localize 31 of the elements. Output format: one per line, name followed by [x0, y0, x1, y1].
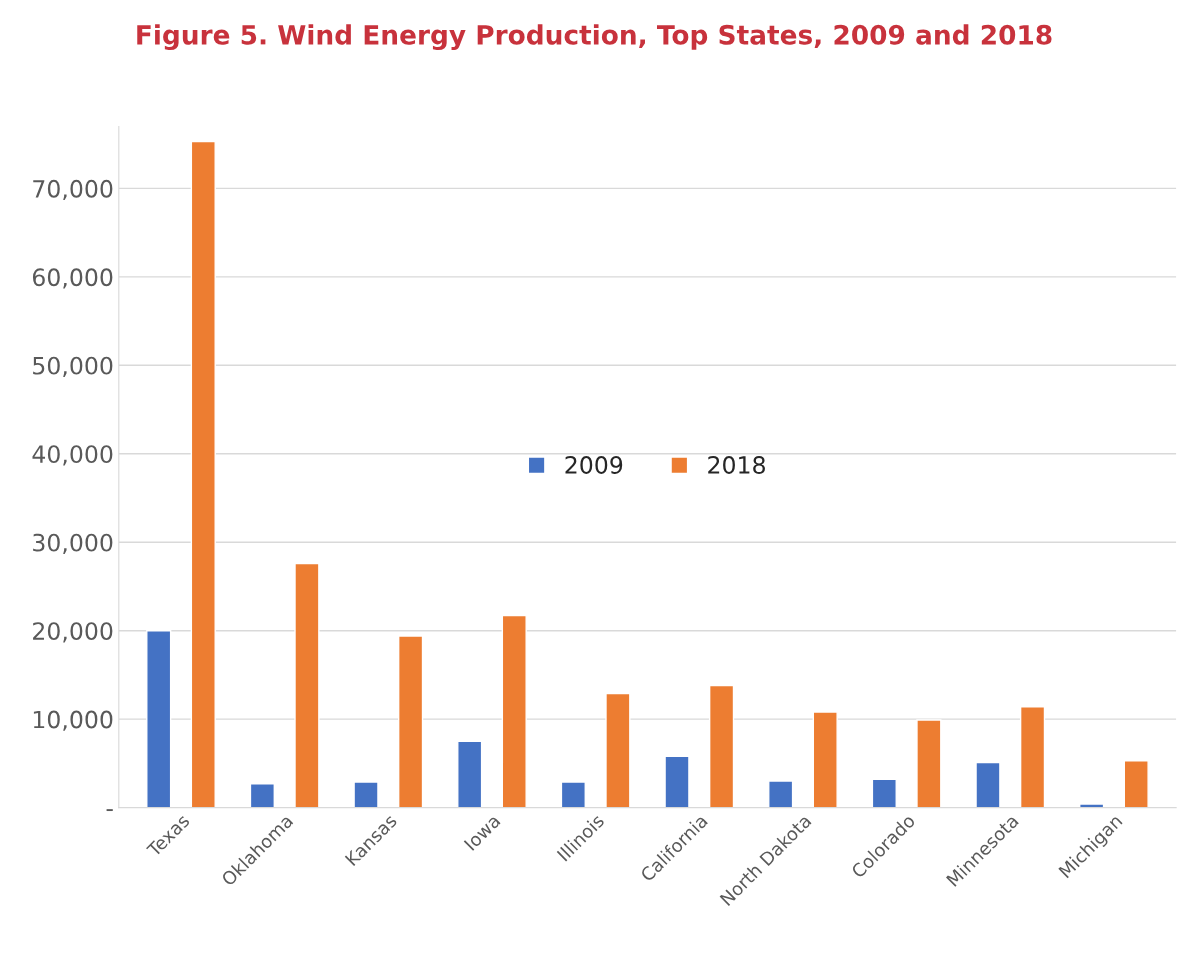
bar: [975, 761, 1001, 808]
bar: [294, 562, 320, 808]
bar: [768, 780, 794, 808]
bar: [457, 740, 483, 808]
bar: [560, 781, 586, 808]
bar: [501, 614, 527, 808]
y-tick-label: 30,000: [33, 533, 113, 554]
y-tick-label: -: [106, 809, 113, 812]
bar: [664, 755, 690, 808]
bar: [708, 684, 735, 808]
y-tick-label: 40,000: [32, 445, 113, 466]
bar: [605, 692, 631, 808]
bar: [353, 781, 379, 808]
y-tick-label: 50,000: [33, 356, 113, 378]
bar: [871, 778, 897, 808]
bar: [916, 719, 942, 808]
bar: [1123, 760, 1149, 808]
bar: [812, 711, 838, 808]
bar: [397, 635, 424, 808]
bar: [1019, 706, 1046, 808]
legend-label: 2009: [565, 456, 623, 474]
bar: [1079, 803, 1105, 808]
chart-title: Figure 5. Wind Energy Production, Top States, 2009 and 2018: [137, 24, 1052, 51]
y-tick-label: 70,000: [33, 179, 113, 201]
y-tick-label: 10,000: [33, 710, 113, 731]
legend-label: 2018: [708, 456, 765, 474]
bar: [249, 783, 275, 808]
bar: [146, 629, 172, 808]
y-tick-label: 20,000: [33, 622, 113, 643]
bar: [190, 140, 216, 808]
y-tick-label: 60,000: [32, 268, 113, 289]
